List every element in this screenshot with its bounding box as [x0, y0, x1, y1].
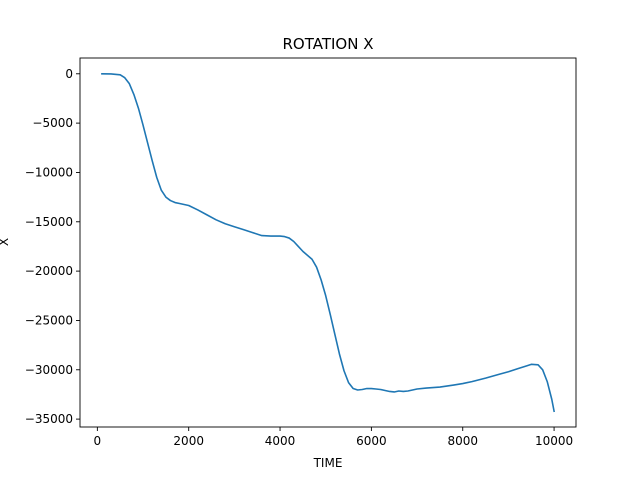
plot-frame — [79, 57, 577, 428]
x-tick-label: 4000 — [265, 434, 296, 448]
x-tick-label: 8000 — [447, 434, 478, 448]
chart-title: ROTATION X — [283, 35, 374, 53]
plot-area — [79, 57, 577, 428]
x-tick-label: 2000 — [173, 434, 204, 448]
y-axis-title: X — [0, 238, 11, 246]
series-line-0 — [101, 72, 556, 413]
y-tick-label: −35000 — [25, 412, 73, 426]
x-axis: 0 2000 4000 6000 8000 10000 — [94, 427, 573, 448]
y-tick-label: −25000 — [25, 313, 73, 327]
y-tick-label: −10000 — [25, 165, 73, 179]
y-axis: 0 −5000 −10000 −15000 −20000 −25000 −30000 −350… — [25, 67, 80, 426]
y-tick-label: −20000 — [25, 264, 73, 278]
x-tick-label: 0 — [94, 434, 102, 448]
y-tick-label: −30000 — [25, 363, 73, 377]
y-tick-label: 0 — [65, 67, 73, 81]
x-tick-label: 6000 — [356, 434, 387, 448]
x-tick-label: 10000 — [535, 434, 573, 448]
y-tick-label: −5000 — [32, 116, 73, 130]
y-tick-label: −15000 — [25, 215, 73, 229]
x-axis-title: TIME — [313, 456, 343, 470]
